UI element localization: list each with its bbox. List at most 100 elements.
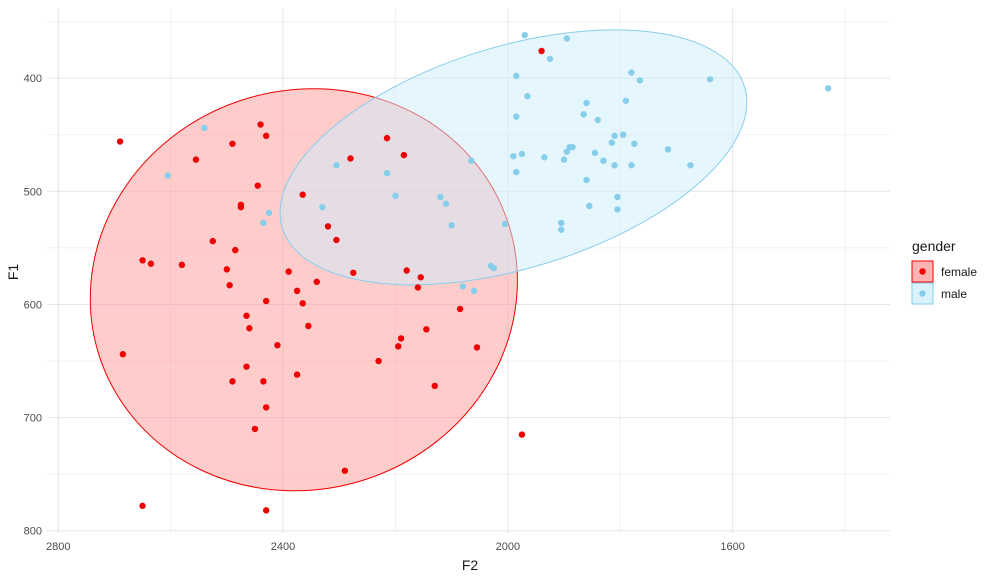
point-male <box>611 132 618 140</box>
point-male <box>608 139 616 146</box>
point-male <box>437 193 444 201</box>
point-female <box>262 507 270 514</box>
point-male <box>546 55 554 63</box>
x-tick-label: 1600 <box>720 541 744 553</box>
point-male <box>510 153 517 160</box>
point-female <box>341 467 349 474</box>
point-male <box>383 169 391 177</box>
point-male <box>487 262 495 270</box>
point-female <box>257 121 264 128</box>
point-female <box>262 404 270 411</box>
legend: gender female male <box>911 238 977 305</box>
point-male <box>459 283 467 290</box>
point-male <box>611 162 618 169</box>
point-male <box>448 222 455 229</box>
point-male <box>563 35 571 42</box>
point-female <box>226 282 233 289</box>
point-female <box>139 257 146 264</box>
point-female <box>400 151 408 159</box>
point-female <box>119 351 127 358</box>
point-female <box>232 246 239 254</box>
x-axis-title: F2 <box>462 557 479 573</box>
point-male <box>824 85 832 92</box>
point-male <box>664 146 672 153</box>
point-female <box>397 335 405 342</box>
point-female <box>350 269 357 276</box>
point-male <box>614 193 621 201</box>
point-male <box>583 176 590 184</box>
point-male <box>319 203 326 211</box>
point-female <box>473 344 481 351</box>
point-male <box>586 202 593 210</box>
y-axis-ticks: 400 500 600 700 800 <box>24 73 42 538</box>
point-female <box>285 268 292 275</box>
point-male <box>164 172 172 179</box>
point-female <box>223 266 231 273</box>
point-male <box>563 148 571 155</box>
point-female <box>243 312 250 319</box>
point-female <box>192 156 200 163</box>
point-male <box>541 154 548 161</box>
point-female <box>254 182 261 189</box>
point-male <box>260 219 267 227</box>
point-female <box>395 343 402 350</box>
point-female <box>251 425 259 433</box>
point-female <box>347 155 354 162</box>
point-female <box>229 378 236 385</box>
point-male <box>569 143 576 151</box>
x-tick-label: 2800 <box>46 541 70 553</box>
point-female <box>246 325 253 332</box>
point-male <box>518 150 526 158</box>
point-female <box>274 341 281 349</box>
point-female <box>403 267 410 274</box>
data-points <box>116 31 832 514</box>
point-female <box>324 223 332 230</box>
y-tick-label: 500 <box>24 186 42 198</box>
point-male <box>560 156 568 163</box>
point-male <box>687 162 694 169</box>
point-female <box>299 191 306 198</box>
x-tick-label: 2400 <box>271 541 295 553</box>
point-female <box>178 261 186 269</box>
point-female <box>262 132 270 140</box>
point-female <box>383 134 391 142</box>
point-male <box>600 157 607 164</box>
point-male <box>580 111 587 118</box>
y-tick-label: 600 <box>24 299 42 311</box>
point-male <box>614 206 621 213</box>
point-female <box>313 278 320 286</box>
point-male <box>392 192 399 200</box>
point-male <box>558 226 565 233</box>
point-female <box>243 363 250 370</box>
point-female <box>305 322 312 330</box>
point-male <box>628 162 635 169</box>
point-male <box>619 131 627 138</box>
x-axis-ticks: 2800 2400 2000 1600 <box>46 541 745 553</box>
point-male <box>201 124 208 132</box>
point-male <box>706 76 714 83</box>
point-male <box>622 97 630 104</box>
point-female <box>299 300 306 307</box>
point-male <box>468 157 475 164</box>
point-male <box>265 209 273 216</box>
point-male <box>583 99 590 107</box>
point-female <box>293 371 301 378</box>
point-female <box>209 237 216 245</box>
point-female <box>456 305 464 313</box>
x-tick-label: 2000 <box>496 541 520 553</box>
legend-label-male: male <box>941 287 967 301</box>
point-female <box>147 260 155 267</box>
point-male <box>636 77 644 84</box>
point-male <box>470 287 478 295</box>
point-male <box>631 140 638 147</box>
point-female <box>237 203 245 211</box>
point-male <box>594 116 601 124</box>
y-tick-label: 800 <box>24 526 42 538</box>
point-male <box>513 113 520 120</box>
point-male <box>524 93 531 100</box>
point-male <box>501 220 509 228</box>
point-female <box>293 287 301 295</box>
point-female <box>260 378 267 385</box>
point-male <box>558 219 565 227</box>
